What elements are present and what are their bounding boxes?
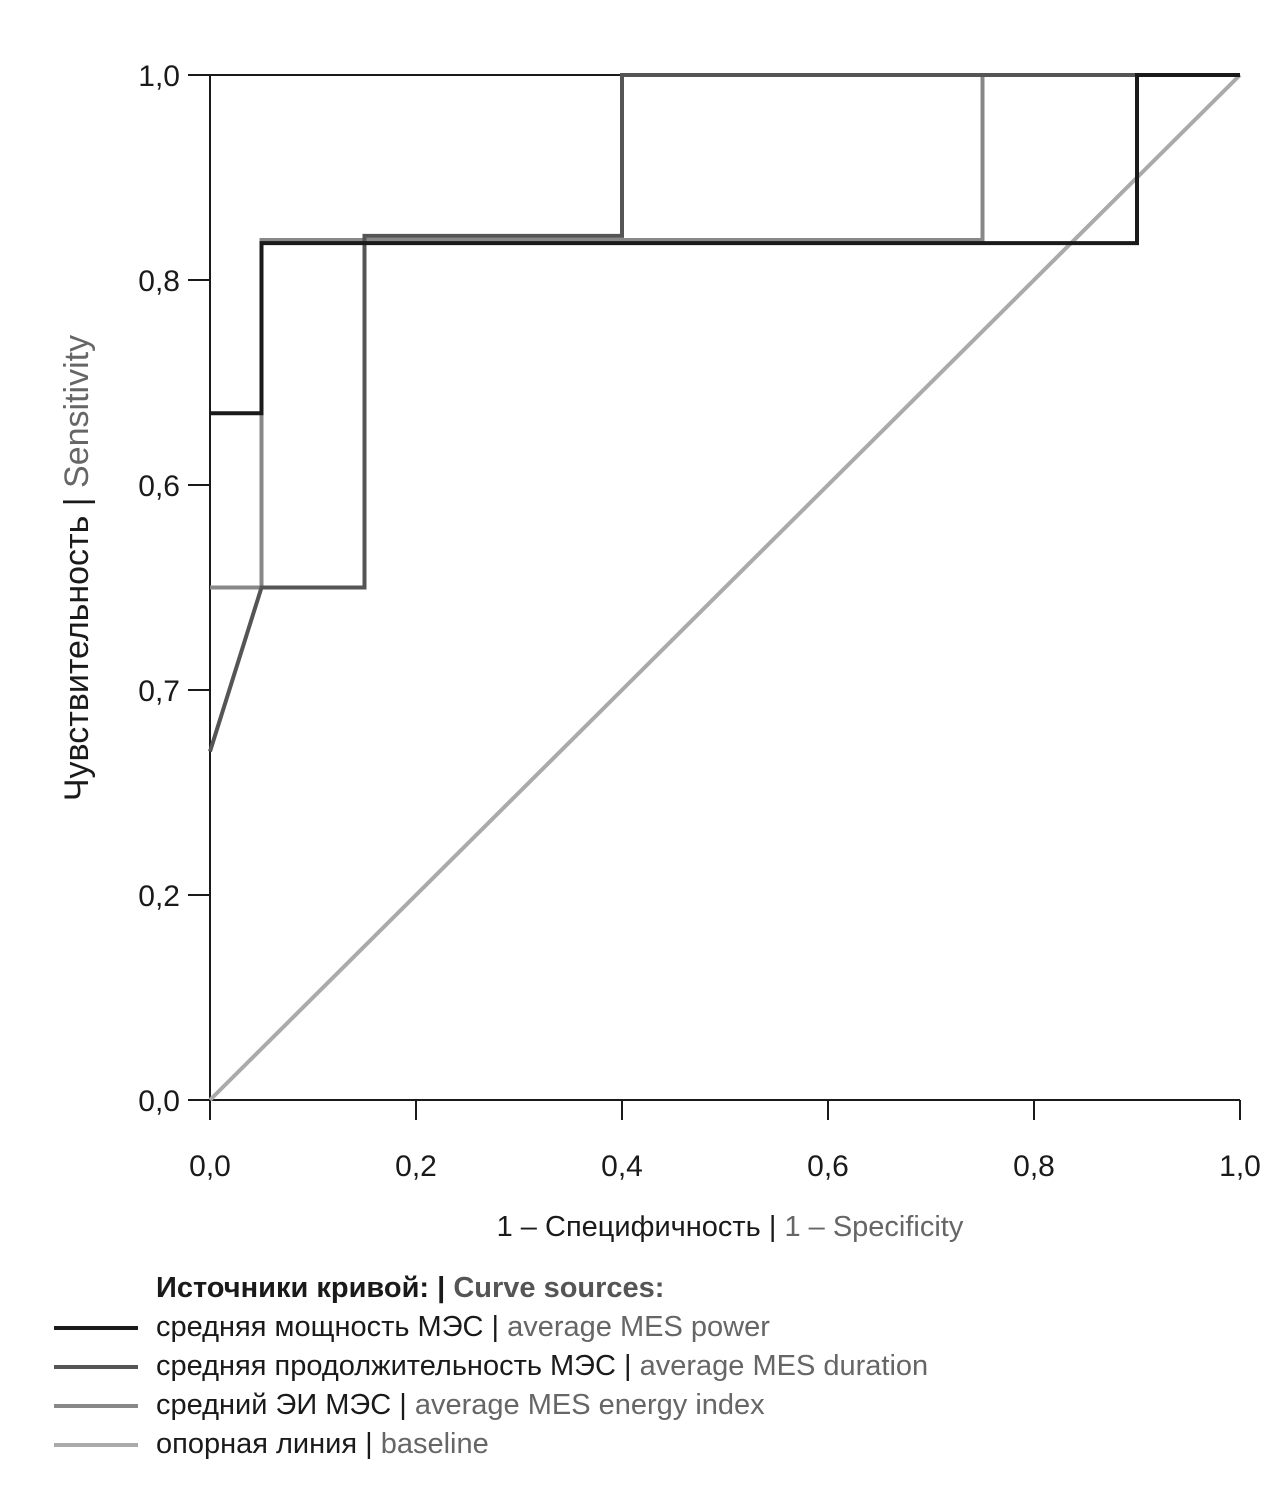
legend-swatch: [54, 1403, 138, 1408]
axes: 0,0 0,2 0,4 0,6 0,8 1,0 1,0 0,8 0,6 0,7 0,2 0,0: [138, 60, 1261, 1183]
roc-chart: 0,0 0,2 0,4 0,6 0,8 1,0 1,0 0,8 0,6 0,7 0,2 0,0 1 –…: [58, 60, 1261, 1243]
series-line-4: [208, 73, 1242, 1102]
legend-swatch: [54, 1442, 138, 1447]
legend-item: средний ЭИ МЭС | average MES energy inde…: [54, 1386, 928, 1425]
y-axis-label-ru: Чувствительность: [58, 516, 96, 801]
series-line-2: [208, 73, 1240, 753]
legend-swatch: [54, 1364, 138, 1369]
x-axis-label-sep: |: [761, 1211, 785, 1243]
y-tick-label: 0,2: [138, 880, 180, 913]
legend-sep: |: [391, 1389, 415, 1421]
legend-title-en: Curve sources:: [453, 1272, 665, 1304]
legend-item: опорная линия | baseline: [54, 1425, 928, 1464]
series-line-1: [210, 73, 1240, 416]
y-tick-label: 0,6: [138, 470, 180, 503]
legend-title-sep: |: [429, 1272, 454, 1304]
x-tick-label: 0,0: [189, 1150, 231, 1183]
x-axis-label: 1 – Специфичность | 1 – Specificity: [497, 1211, 964, 1243]
legend-item: средняя продолжительность МЭС | average …: [54, 1347, 928, 1386]
x-axis-label-en: 1 – Specificity: [784, 1211, 963, 1243]
legend-label-en: average MES duration: [639, 1350, 929, 1382]
legend-label-en: baseline: [380, 1428, 489, 1460]
legend-label-ru: средняя продолжительность МЭС: [156, 1350, 616, 1382]
legend-label-ru: средняя мощность МЭС: [156, 1311, 484, 1343]
y-tick-label: 0,0: [138, 1085, 180, 1118]
x-tick-label: 1,0: [1219, 1150, 1261, 1183]
legend-item: средняя мощность МЭС | average MES power: [54, 1308, 928, 1347]
legend-label-ru: средний ЭИ МЭС: [156, 1389, 392, 1421]
x-tick-label: 0,6: [807, 1150, 849, 1183]
legend-label-en: average MES energy index: [414, 1389, 765, 1421]
legend-title-ru: Источники кривой:: [156, 1272, 430, 1304]
series-group: [208, 73, 1242, 1102]
legend-label-en: average MES power: [507, 1311, 770, 1343]
legend-title: Источники кривой: | Curve sources:: [156, 1268, 928, 1308]
y-axis-label-en: Sensitivity: [58, 335, 96, 488]
x-tick-label: 0,2: [395, 1150, 437, 1183]
y-tick-label: 1,0: [138, 60, 180, 93]
y-tick-label: 0,7: [138, 675, 180, 708]
legend-sep: |: [357, 1428, 381, 1460]
legend-sep: |: [483, 1311, 508, 1343]
legend-sep: |: [615, 1350, 640, 1382]
y-axis-label-sep: |: [58, 488, 96, 516]
legend-swatch: [54, 1325, 138, 1330]
legend: Источники кривой: | Curve sources: средн…: [54, 1268, 928, 1464]
y-tick-label: 0,8: [138, 265, 180, 298]
x-tick-label: 0,4: [601, 1150, 643, 1183]
legend-label-ru: опорная линия: [156, 1428, 358, 1460]
y-axis-label: Чувствительность | Sensitivity: [58, 335, 96, 801]
x-axis-label-ru: 1 – Специфичность: [497, 1211, 761, 1243]
x-tick-label: 0,8: [1013, 1150, 1055, 1183]
